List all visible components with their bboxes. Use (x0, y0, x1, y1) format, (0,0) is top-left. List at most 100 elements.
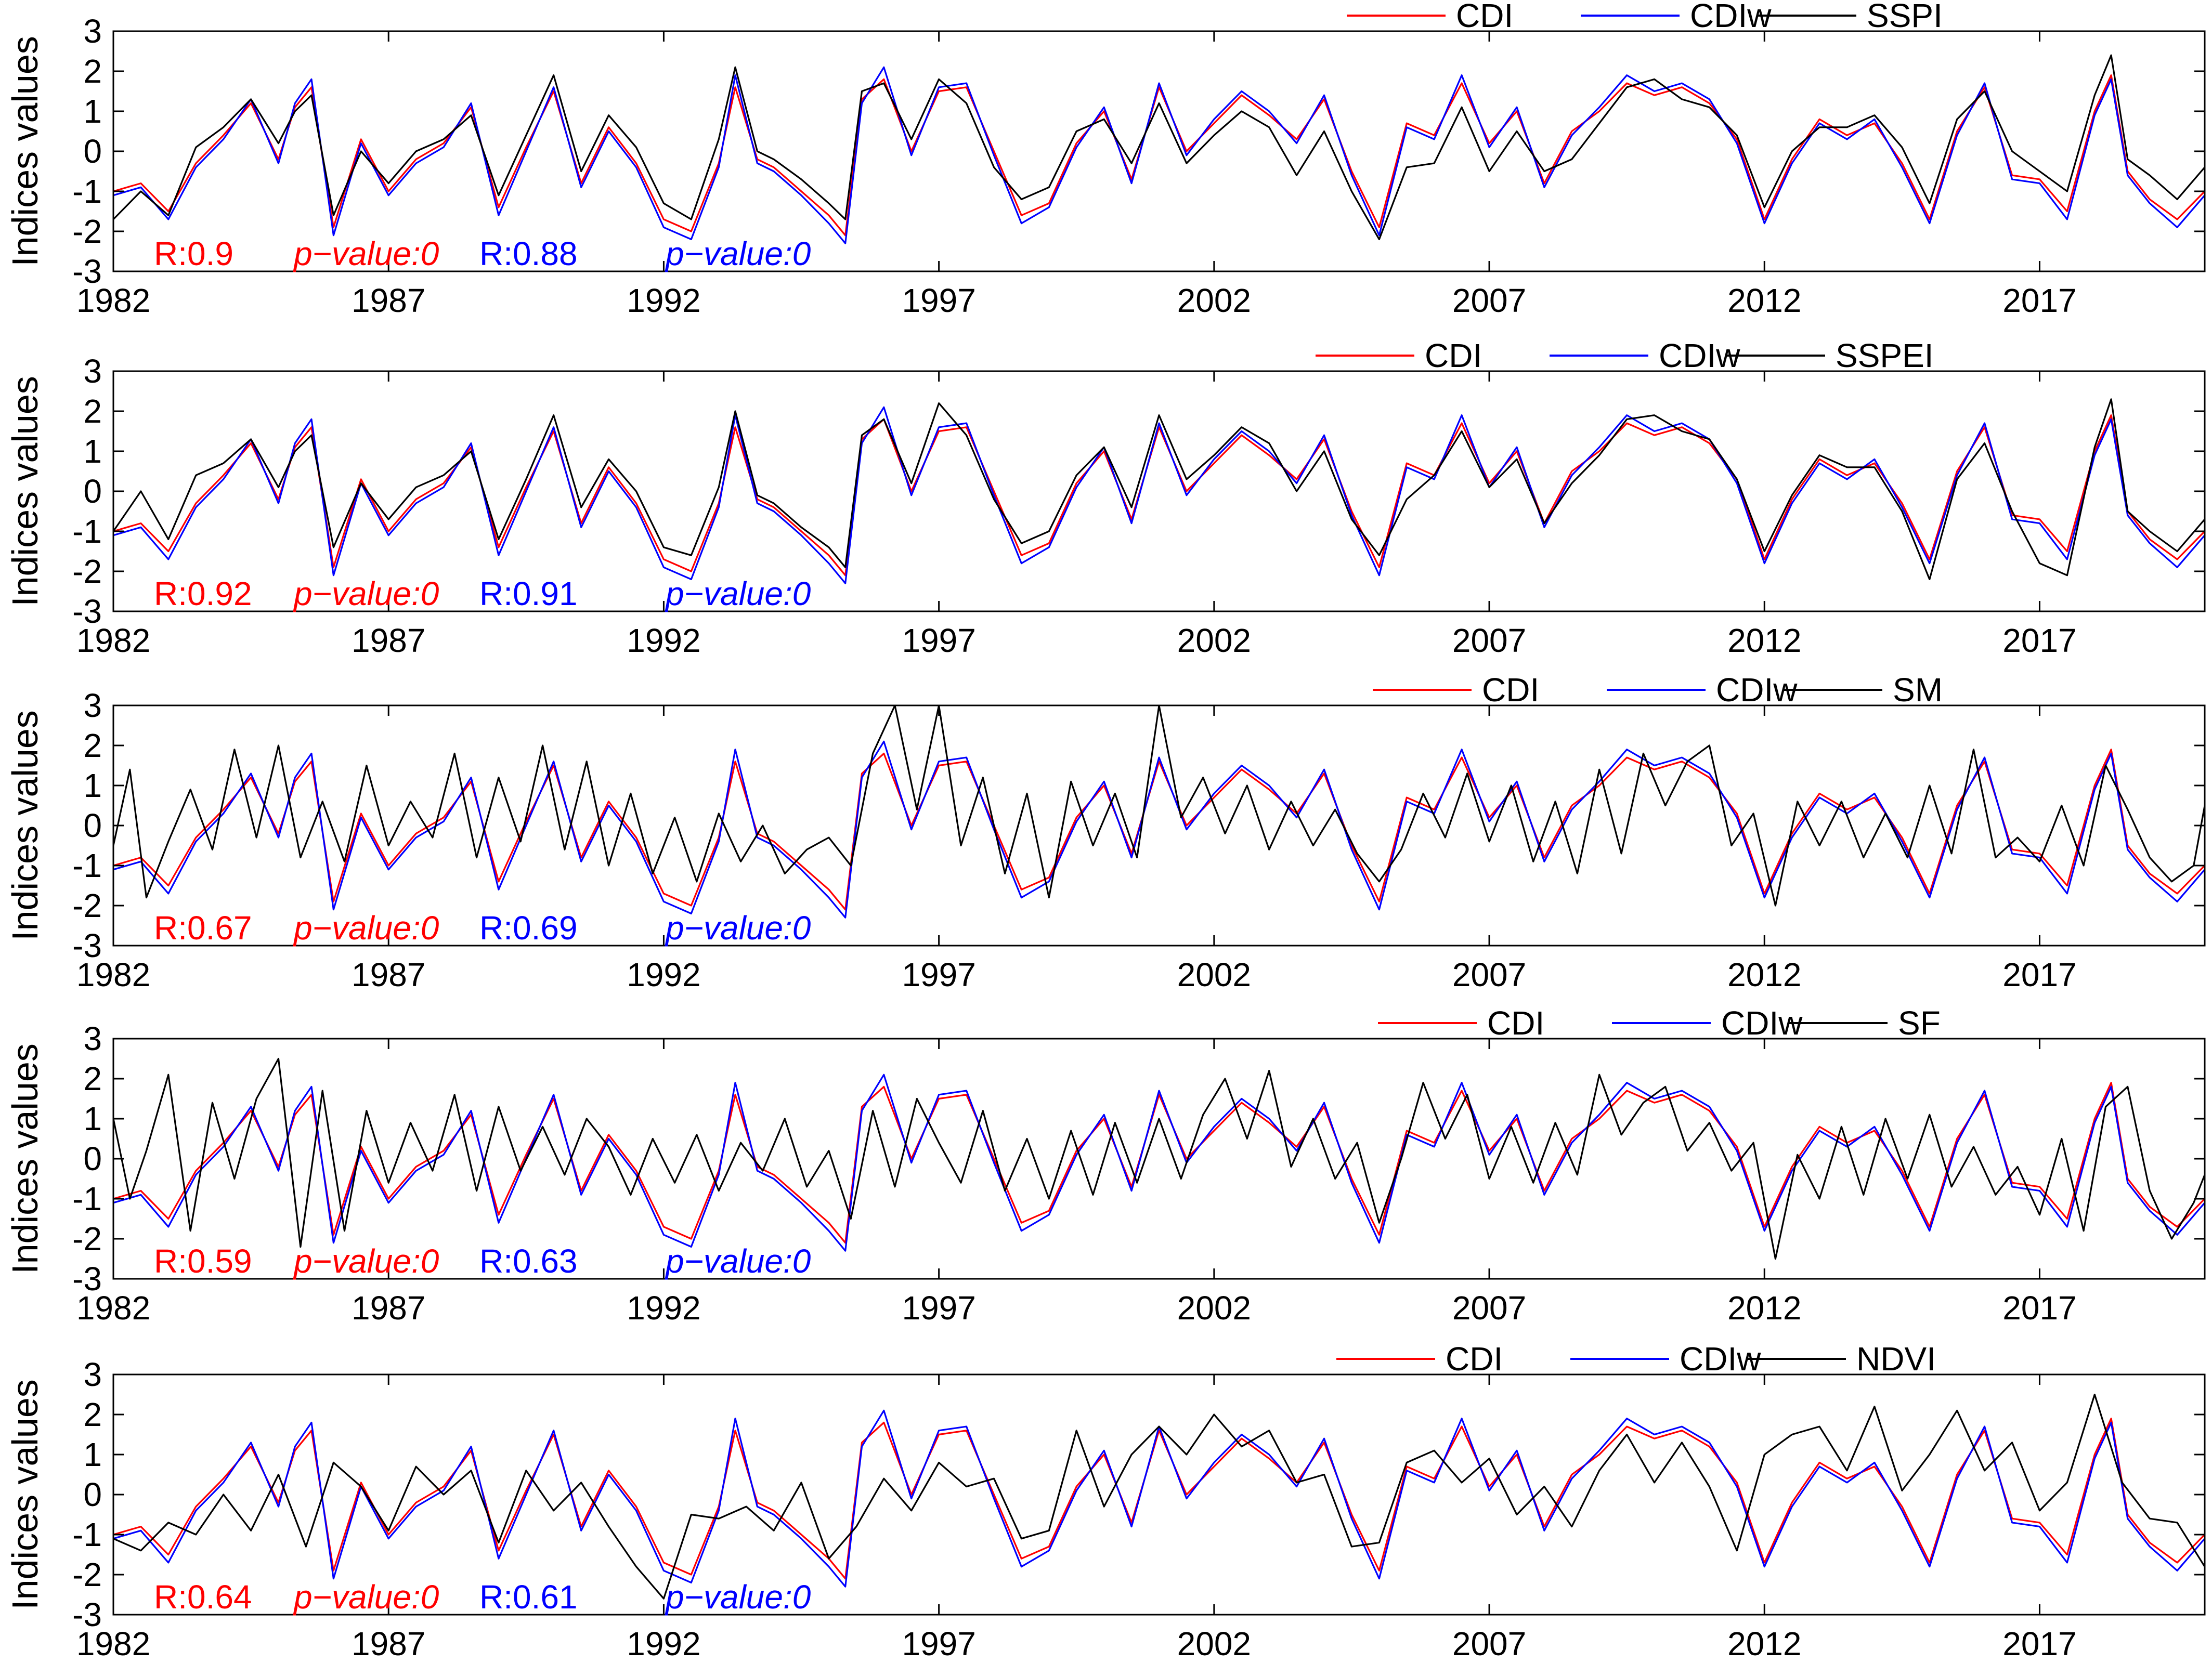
stat-p-cdi: p−value:0 (293, 235, 439, 272)
x-tick-label: 2017 (2002, 1289, 2076, 1327)
legend-label-ndvi: NDVI (1856, 1340, 1936, 1378)
legend-label-sspi: SSPI (1867, 0, 1943, 34)
stat-r-cdi: R:0.59 (154, 1242, 252, 1280)
series-line-cdiw (113, 66, 2205, 244)
x-tick-label: 2012 (1727, 1289, 1801, 1327)
y-tick-label: 3 (83, 12, 102, 50)
series-line-ndvi (113, 1393, 2205, 1600)
legend-label-sspei: SSPEI (1836, 337, 1934, 374)
y-tick-label: 0 (83, 133, 102, 170)
y-tick-label: -1 (72, 173, 102, 210)
legend-label-sm: SM (1893, 671, 1943, 709)
x-tick-label: 2007 (1452, 1289, 1526, 1327)
legend: CDI CDIw SM (1373, 671, 1943, 709)
x-tick-label: 2017 (2002, 1625, 2076, 1662)
stat-p-cdiw: p−value:0 (665, 235, 811, 272)
y-axis-label: Indices values (5, 710, 45, 941)
stat-r-cdi: R:0.67 (154, 909, 252, 947)
legend-label-sf: SF (1898, 1004, 1941, 1042)
x-tick-label: 1992 (627, 956, 700, 993)
y-tick-label: -3 (72, 253, 102, 290)
legend: CDI CDIw SSPI (1347, 0, 1943, 34)
y-tick-label: 1 (83, 1100, 102, 1137)
y-tick-label: 2 (83, 53, 102, 90)
stat-p-cdi: p−value:0 (293, 1578, 439, 1616)
x-tick-label: 2012 (1727, 956, 1801, 993)
series-line-cdi (113, 74, 2205, 237)
legend: CDI CDIw SSPEI (1316, 337, 1934, 374)
legend-label-cdi: CDI (1482, 671, 1539, 709)
x-tick-label: 1992 (627, 1625, 700, 1662)
y-tick-label: -3 (72, 1260, 102, 1298)
x-tick-label: 1987 (352, 1625, 425, 1662)
x-tick-label: 1987 (352, 956, 425, 993)
x-tick-label: 2007 (1452, 622, 1526, 659)
y-axis-label: Indices values (5, 1379, 45, 1610)
x-tick-label: 2002 (1177, 956, 1251, 993)
y-tick-label: -2 (72, 1556, 102, 1593)
x-tick-label: 1992 (627, 1289, 700, 1327)
stat-p-cdiw: p−value:0 (665, 1242, 811, 1280)
y-tick-label: -1 (72, 847, 102, 884)
x-tick-label: 1982 (76, 1625, 150, 1662)
series-line-sm (113, 705, 2205, 907)
panel-4: 1982 1987 1992 1997 2002 2007 2012 2017 3210-1-2… (5, 1004, 2206, 1327)
x-tick-label: 1997 (902, 1289, 975, 1327)
y-tick-label: 0 (83, 1140, 102, 1177)
legend-label-cdi: CDI (1456, 0, 1513, 34)
y-axis-label: Indices values (5, 36, 45, 267)
x-tick-label: 2007 (1452, 956, 1526, 993)
x-tick-label: 1997 (902, 956, 975, 993)
legend: CDI CDIw NDVI (1336, 1340, 1936, 1378)
y-tick-label: 0 (83, 473, 102, 510)
series-line-cdi (113, 414, 2205, 577)
legend-label-cdiw: CDIw (1690, 0, 1772, 34)
series-line-sf (113, 1057, 2205, 1260)
y-tick-label: -3 (72, 1596, 102, 1633)
series-line-sspi (113, 54, 2205, 240)
x-tick-label: 1982 (76, 1289, 150, 1327)
x-tick-label: 1997 (902, 282, 975, 319)
y-tick-label: -1 (72, 1180, 102, 1217)
y-tick-label: -3 (72, 927, 102, 964)
stat-r-cdiw: R:0.91 (479, 575, 578, 612)
stat-p-cdi: p−value:0 (293, 909, 439, 947)
x-tick-label: 2017 (2002, 622, 2076, 659)
x-tick-label: 2002 (1177, 282, 1251, 319)
stat-r-cdi: R:0.64 (154, 1578, 252, 1616)
panel-5: 1982 1987 1992 1997 2002 2007 2012 2017 3210-1-2… (5, 1340, 2206, 1662)
x-tick-label: 2017 (2002, 956, 2076, 993)
y-tick-label: 3 (83, 1020, 102, 1057)
series-line-cdiw (113, 1409, 2205, 1588)
y-tick-label: 3 (83, 352, 102, 390)
x-tick-label: 1982 (76, 282, 150, 319)
y-tick-label: -3 (72, 593, 102, 630)
x-tick-label: 2012 (1727, 282, 1801, 319)
y-tick-label: -2 (72, 1220, 102, 1258)
y-tick-label: -2 (72, 553, 102, 590)
x-tick-label: 2002 (1177, 1289, 1251, 1327)
legend: CDI CDIw SF (1378, 1004, 1941, 1042)
y-tick-label: 1 (83, 93, 102, 130)
stat-r-cdiw: R:0.61 (479, 1578, 578, 1616)
stat-p-cdi: p−value:0 (293, 575, 439, 612)
stat-r-cdi: R:0.92 (154, 575, 252, 612)
x-tick-label: 2002 (1177, 1625, 1251, 1662)
series-line-cdiw (113, 1073, 2205, 1252)
x-tick-label: 2012 (1727, 622, 1801, 659)
legend-label-cdi: CDI (1487, 1004, 1544, 1042)
series-line-cdi (113, 1082, 2205, 1244)
x-tick-label: 2002 (1177, 622, 1251, 659)
stat-p-cdiw: p−value:0 (665, 909, 811, 947)
y-tick-label: 2 (83, 727, 102, 764)
y-tick-label: 3 (83, 1356, 102, 1393)
panel-1: 1982 1987 1992 1997 2002 2007 2012 2017 3210-1-2… (5, 0, 2206, 319)
y-tick-label: 0 (83, 1476, 102, 1513)
y-tick-label: -2 (72, 887, 102, 924)
x-tick-label: 1997 (902, 1625, 975, 1662)
y-tick-label: -2 (72, 213, 102, 250)
y-tick-label: -1 (72, 1516, 102, 1553)
x-tick-label: 1982 (76, 622, 150, 659)
stat-r-cdiw: R:0.63 (479, 1242, 578, 1280)
series-line-sspei (113, 398, 2205, 581)
